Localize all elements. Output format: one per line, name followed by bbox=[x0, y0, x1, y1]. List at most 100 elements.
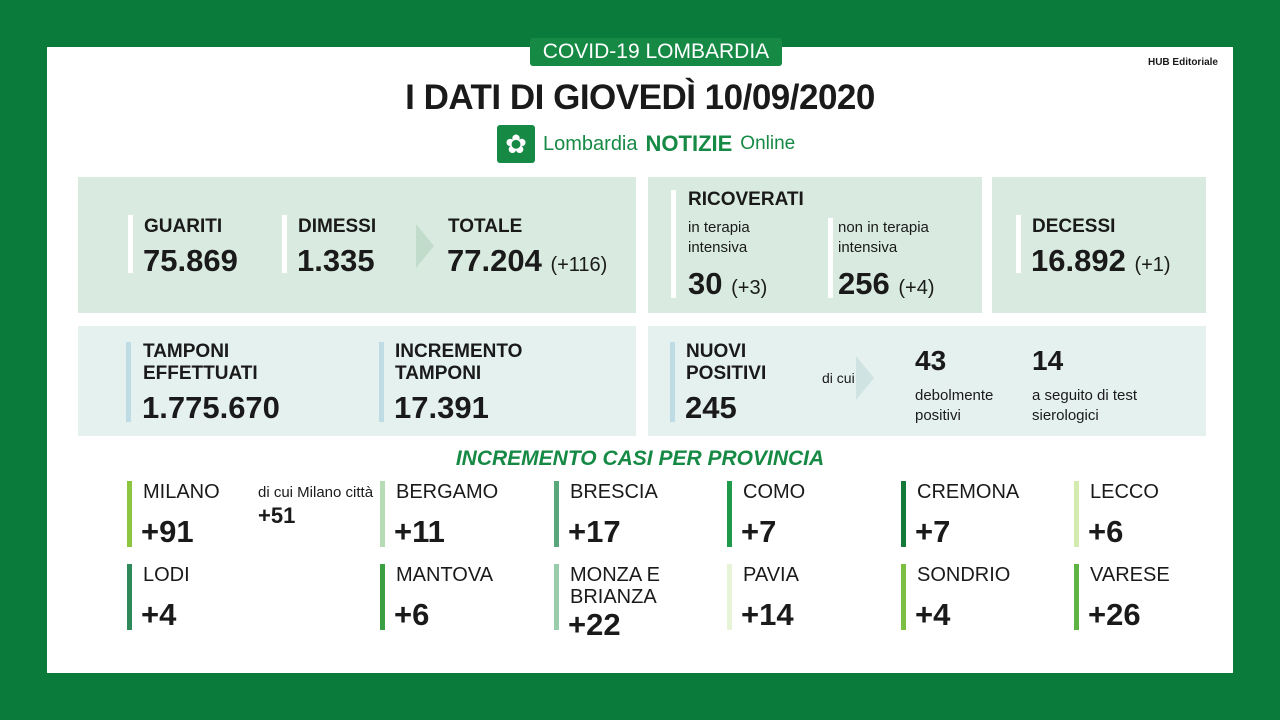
province-value: +22 bbox=[568, 607, 621, 642]
divider bbox=[379, 342, 384, 422]
arrow-icon bbox=[416, 224, 434, 268]
incremento-label: INCREMENTO TAMPONI bbox=[395, 341, 523, 384]
divider bbox=[671, 190, 676, 298]
ti-label: in terapia intensiva bbox=[688, 219, 750, 256]
sierologici-label: a seguito di test sierologici bbox=[1032, 387, 1138, 424]
decessi-label: DECESSI bbox=[1032, 216, 1116, 237]
province-name: BRESCIA bbox=[570, 481, 658, 503]
milano-city-value: +51 bbox=[258, 503, 296, 528]
province-name: VARESE bbox=[1090, 564, 1170, 586]
province-mantova: MANTOVA +6 bbox=[380, 564, 545, 644]
nti-number: 256 bbox=[838, 266, 890, 301]
province-milano: MILANO +91 bbox=[127, 481, 292, 561]
province-text: MONZA E BRIANZA +22 bbox=[568, 564, 718, 642]
province-color-bar bbox=[901, 564, 906, 630]
province-color-bar bbox=[727, 481, 732, 547]
divider bbox=[828, 218, 833, 298]
province-name: LODI bbox=[143, 564, 190, 586]
decessi-box bbox=[992, 177, 1206, 313]
totale-value: 77.204 (+116) bbox=[447, 243, 607, 279]
province-text: MANTOVA +6 bbox=[394, 564, 544, 632]
decessi-number: 16.892 bbox=[1031, 243, 1126, 278]
province-color-bar bbox=[127, 564, 132, 630]
province-value: +17 bbox=[568, 514, 621, 549]
positivi-box bbox=[648, 326, 1206, 436]
ti-delta: (+3) bbox=[731, 277, 768, 299]
logo-text-online: Online bbox=[740, 133, 796, 154]
province-name: LECCO bbox=[1090, 481, 1159, 503]
province-name: MILANO bbox=[143, 481, 220, 503]
province-color-bar bbox=[727, 564, 732, 630]
province-bergamo: BERGAMO +11 bbox=[380, 481, 545, 561]
province-name: COMO bbox=[743, 481, 806, 503]
milano-note: di cui Milano città bbox=[258, 484, 374, 501]
province-text: SONDRIO +4 bbox=[915, 564, 1065, 632]
dimessi-label: DIMESSI bbox=[298, 216, 377, 237]
province-lecco: LECCO +6 bbox=[1074, 481, 1239, 561]
province-value: +26 bbox=[1088, 597, 1141, 632]
province-cremona: CREMONA +7 bbox=[901, 481, 1066, 561]
dicui-label: di cui bbox=[822, 370, 855, 386]
province-color-bar bbox=[127, 481, 132, 547]
province-value: +11 bbox=[394, 514, 445, 549]
province-color-bar bbox=[380, 564, 385, 630]
tamponi-value: 1.775.670 bbox=[142, 390, 280, 425]
province-monza-e-brianza: MONZA E BRIANZA +22 bbox=[554, 564, 719, 644]
divider bbox=[282, 215, 287, 273]
dimessi-value: 1.335 bbox=[297, 243, 375, 278]
nti-label: non in terapia intensiva bbox=[838, 219, 929, 256]
province-color-bar bbox=[1074, 564, 1079, 630]
positivi-value: 245 bbox=[685, 390, 737, 425]
province-lodi: LODI +4 bbox=[127, 564, 292, 644]
divider bbox=[128, 215, 133, 273]
province-text: VARESE +26 bbox=[1088, 564, 1238, 632]
province-value: +91 bbox=[141, 514, 194, 549]
province-pavia: PAVIA +14 bbox=[727, 564, 892, 644]
province-name: SONDRIO bbox=[917, 564, 1011, 586]
divider bbox=[126, 342, 131, 422]
tamponi-box bbox=[78, 326, 636, 436]
nti-delta: (+4) bbox=[898, 277, 935, 299]
province-varese: VARESE +26 bbox=[1074, 564, 1239, 644]
logo-text: Lombardia bbox=[543, 132, 638, 155]
positivi-label: NUOVI POSITIVI bbox=[686, 341, 767, 384]
milano-note-block: di cui Milano città +51 bbox=[258, 483, 378, 529]
province-text: BRESCIA +17 bbox=[568, 481, 718, 549]
nti-value: 256 (+4) bbox=[838, 266, 934, 302]
ti-number: 30 bbox=[688, 266, 723, 301]
province-value: +7 bbox=[741, 514, 777, 549]
province-value: +6 bbox=[1088, 514, 1124, 549]
guariti-value: 75.869 bbox=[143, 243, 238, 278]
decessi-value: 16.892 (+1) bbox=[1031, 243, 1171, 279]
logo-icon: ✿ bbox=[497, 125, 535, 163]
arrow-icon bbox=[856, 356, 874, 400]
province-color-bar bbox=[554, 481, 559, 547]
province-value: +6 bbox=[394, 597, 430, 632]
province-name: BERGAMO bbox=[396, 481, 499, 503]
province-color-bar bbox=[901, 481, 906, 547]
province-value: +4 bbox=[915, 597, 951, 632]
decessi-delta: (+1) bbox=[1134, 254, 1171, 276]
province-brescia: BRESCIA +17 bbox=[554, 481, 719, 561]
province-como: COMO +7 bbox=[727, 481, 892, 561]
incremento-value: 17.391 bbox=[394, 390, 489, 425]
province-text: PAVIA +14 bbox=[741, 564, 891, 632]
province-title: INCREMENTO CASI PER PROVINCIA bbox=[455, 447, 825, 470]
guariti-label: GUARITI bbox=[144, 216, 223, 237]
hub-label: HUB Editoriale bbox=[1147, 57, 1218, 68]
province-text: COMO +7 bbox=[741, 481, 891, 549]
province-sondrio: SONDRIO +4 bbox=[901, 564, 1066, 644]
ti-value: 30 (+3) bbox=[688, 266, 767, 302]
logo-text-bold: NOTIZIE bbox=[645, 131, 733, 156]
totale-label: TOTALE bbox=[448, 216, 523, 237]
province-text: LECCO +6 bbox=[1088, 481, 1238, 549]
province-text: LODI +4 bbox=[141, 564, 291, 632]
province-value: +4 bbox=[141, 597, 177, 632]
debolmente-label: debolmente positivi bbox=[915, 387, 994, 424]
totale-delta: (+116) bbox=[550, 254, 608, 276]
logo: ✿ Lombardia NOTIZIE Online bbox=[497, 125, 795, 163]
ricoverati-label: RICOVERATI bbox=[688, 189, 804, 210]
province-color-bar bbox=[380, 481, 385, 547]
totale-number: 77.204 bbox=[447, 243, 542, 278]
province-text: BERGAMO +11 bbox=[394, 481, 544, 549]
